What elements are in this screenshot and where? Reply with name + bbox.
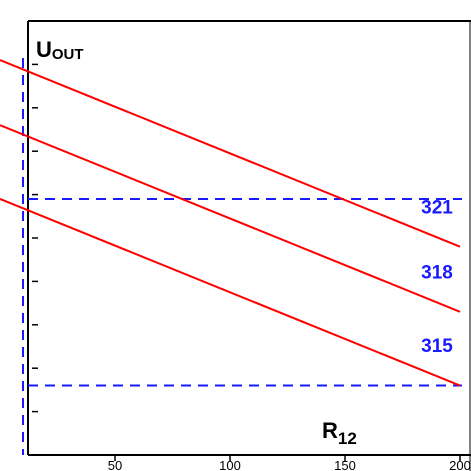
y-axis-title-main: U [36, 37, 52, 62]
x-tick-label: 50 [108, 458, 122, 471]
series-label-318: 318 [421, 262, 453, 283]
x-axis-title-sub: 12 [338, 429, 357, 448]
y-axis-title-sub: OUT [52, 46, 84, 63]
x-axis-title-main: R [322, 418, 338, 443]
y-axis-title: UOUT [36, 37, 84, 63]
series-labels: 321 318 315 [421, 197, 453, 357]
x-tick-label: 200 [449, 458, 471, 471]
series-line-315 [0, 199, 460, 386]
y-ticks [32, 21, 38, 455]
reference-lines [23, 58, 462, 455]
x-tick-label: 100 [219, 458, 241, 471]
series-label-315: 315 [421, 336, 453, 357]
series-label-321: 321 [421, 197, 453, 218]
x-tick-label: 150 [334, 458, 356, 471]
series-lines [0, 60, 460, 386]
x-ticks: 50 100 150 200 [108, 455, 471, 471]
x-axis-title: R12 [322, 418, 357, 448]
